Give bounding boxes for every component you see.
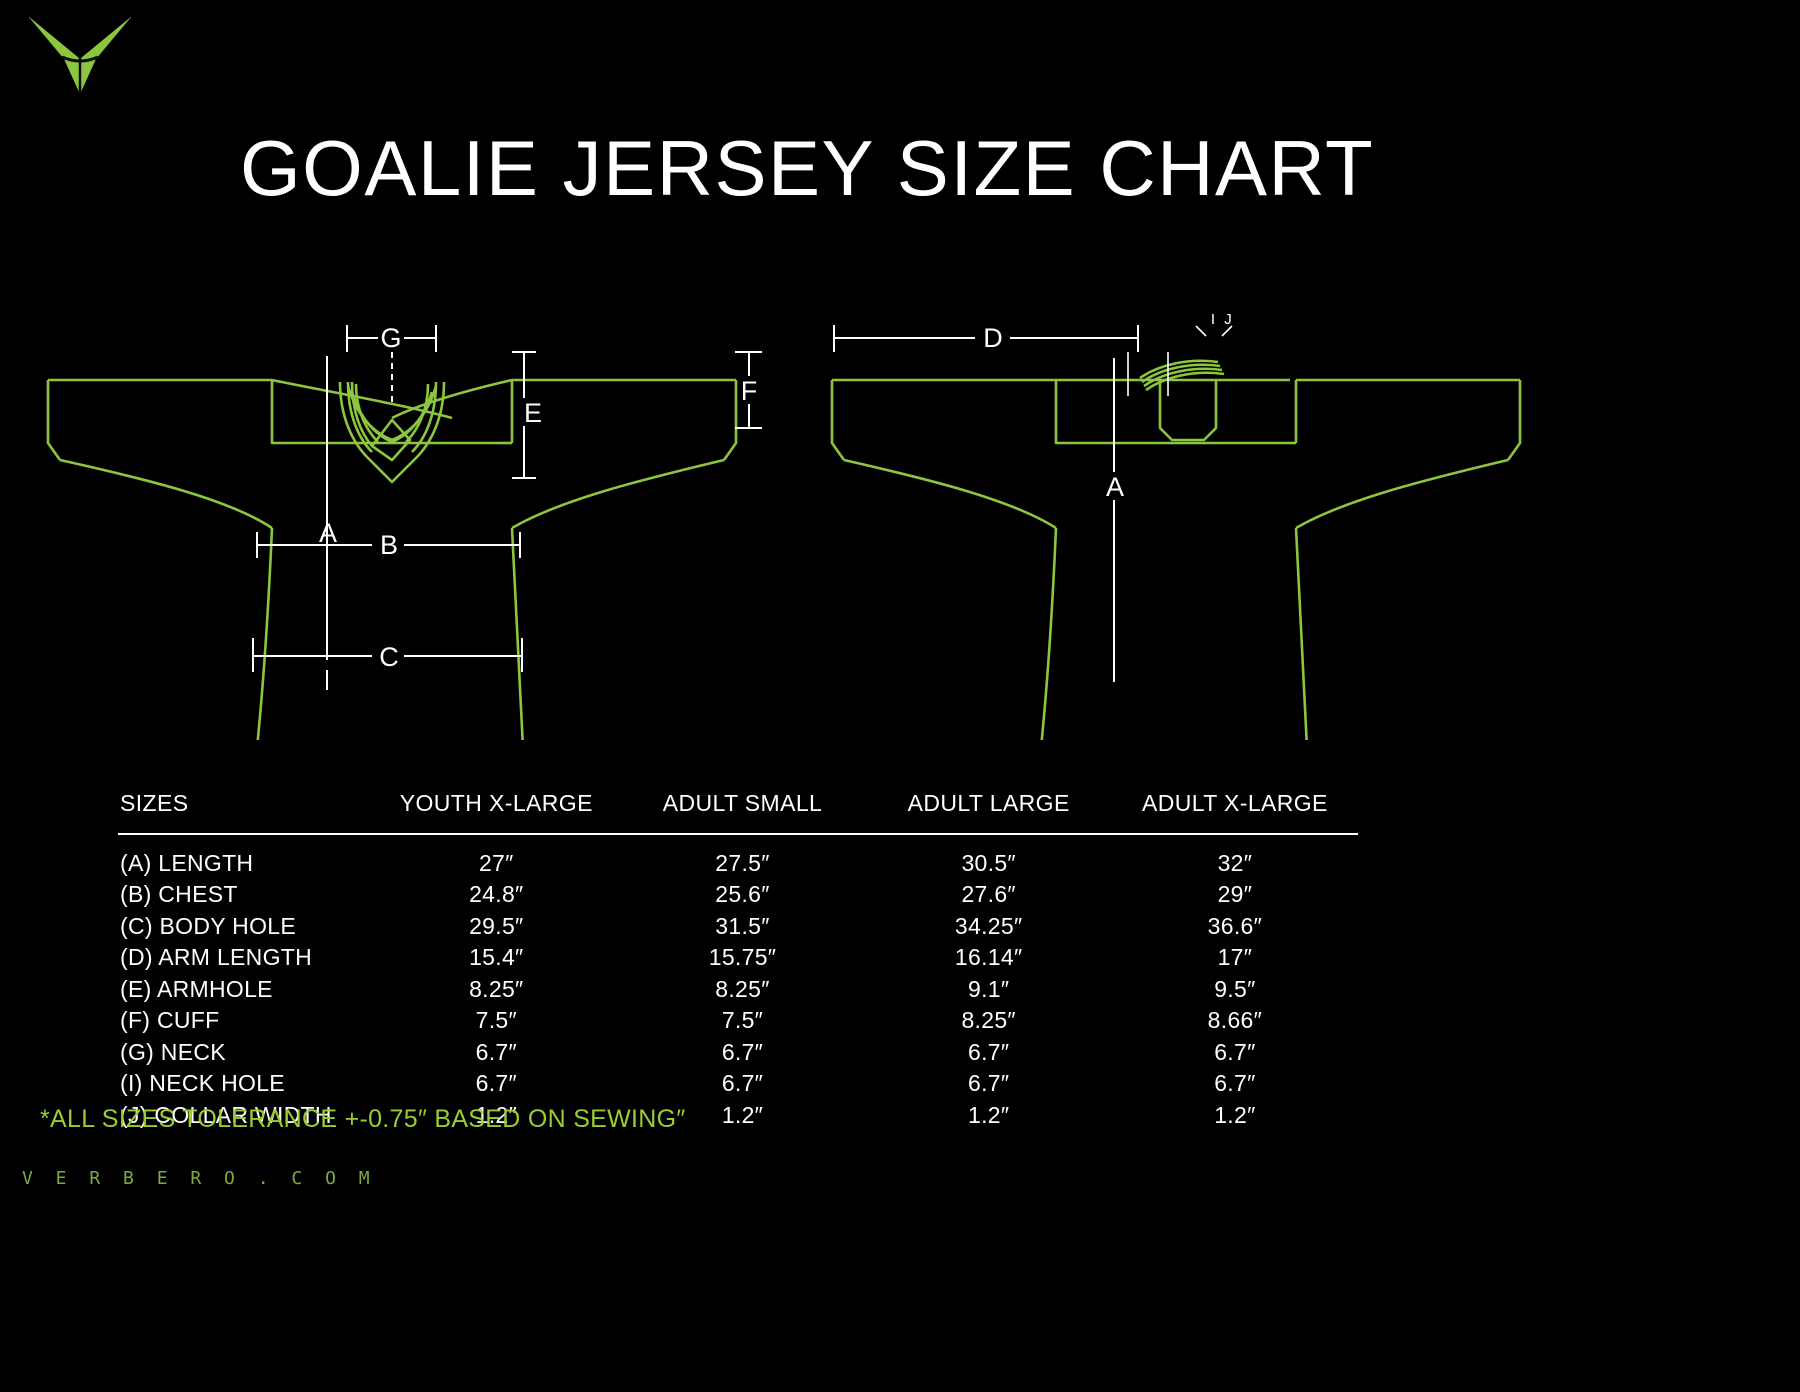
table-row: (G) NECK 6.7″ 6.7″ 6.7″ 6.7″: [118, 1037, 1358, 1068]
front-jersey-diagram: [46, 378, 738, 740]
row-label-collar-width: (J) COLLAR WIDTH: [120, 1101, 332, 1128]
cell-length-youth-x-large: 27″: [478, 850, 514, 876]
row-label-armhole: (E) ARMHOLE: [120, 975, 273, 1002]
cell-chest-adult-x-large: 29″: [1217, 881, 1253, 908]
column-header-sizes: SIZES: [120, 790, 189, 816]
dim-label-e: E: [524, 398, 542, 428]
cell-body-hole-adult-large: 34.25″: [954, 912, 1023, 939]
table-row: (B) CHEST 24.8″ 25.6″ 27.6″ 29″: [118, 879, 1358, 910]
dim-label-i: I: [1211, 311, 1215, 328]
cell-armhole-youth-x-large: 8.25″: [469, 975, 524, 1002]
cell-neck-adult-small: 6.7″: [721, 1038, 764, 1065]
cell-neck-hole-youth-x-large: 6.7″: [475, 1070, 517, 1097]
size-chart-table-container: SIZES YOUTH X-LARGE ADULT SMALL ADULT LA…: [118, 790, 1358, 1131]
cell-cuff-adult-x-large: 8.66″: [1207, 1007, 1263, 1034]
table-row: (I) NECK HOLE 6.7″ 6.7″ 6.7″ 6.7″: [118, 1068, 1358, 1099]
table-row: (E) ARMHOLE 8.25″ 8.25″ 9.1″ 9.5″: [118, 974, 1358, 1005]
cell-cuff-adult-large: 8.25″: [961, 1007, 1016, 1034]
cell-collar-width-adult-small: 1.2″: [721, 1101, 764, 1128]
tolerance-note: *ALL SIZES TOLERANCE +-0.75″ BASED ON SE…: [40, 1105, 686, 1133]
dim-label-a-back: A: [1106, 472, 1124, 502]
cell-chest-adult-large: 27.6″: [961, 881, 1016, 908]
table-row: (C) BODY HOLE 29.5″ 31.5″ 34.25″ 36.6″: [118, 911, 1358, 942]
column-header-adult-small: ADULT SMALL: [662, 790, 823, 816]
dim-label-j: J: [1224, 311, 1232, 328]
cell-neck-adult-x-large: 6.7″: [1214, 1038, 1256, 1065]
back-dimension-lines: [833, 325, 1233, 682]
dim-label-a-front: A: [319, 518, 337, 548]
cell-collar-width-adult-x-large: 1.2″: [1214, 1101, 1256, 1128]
row-label-cuff: (F) CUFF: [120, 1007, 220, 1034]
jersey-diagrams: G E F A B C: [0, 300, 1800, 740]
cell-body-hole-adult-small: 31.5″: [715, 912, 770, 939]
table-header: SIZES YOUTH X-LARGE ADULT SMALL ADULT LA…: [118, 790, 1358, 834]
cell-neck-adult-large: 6.7″: [968, 1038, 1010, 1065]
row-label-body-hole: (C) BODY HOLE: [120, 912, 297, 939]
cell-cuff-adult-small: 7.5″: [721, 1007, 764, 1034]
page-title: GOALIE JERSEY SIZE CHART: [240, 124, 1375, 212]
cell-collar-width-youth-x-large: 1.2″: [475, 1101, 517, 1128]
table-body: (A) LENGTH 27″ 27.5″ 30.5″ 32″ (B) CHEST…: [118, 834, 1358, 1131]
verbero-v-chevron-icon: [28, 16, 132, 94]
verbero-logo: [24, 6, 136, 98]
row-label-neck: (G) NECK: [120, 1038, 226, 1065]
dim-label-f: F: [741, 376, 758, 406]
cell-body-hole-youth-x-large: 29.5″: [469, 912, 524, 939]
cell-collar-width-adult-large: 1.2″: [968, 1101, 1010, 1128]
cell-length-adult-large: 30.5″: [961, 850, 1016, 876]
row-label-arm-length: (D) ARM LENGTH: [120, 944, 313, 971]
table-row: (A) LENGTH 27″ 27.5″ 30.5″ 32″: [118, 834, 1358, 879]
table-row: (F) CUFF 7.5″ 7.5″ 8.25″ 8.66″: [118, 1005, 1358, 1036]
cell-armhole-adult-small: 8.25″: [715, 975, 770, 1002]
cell-length-adult-x-large: 32″: [1217, 850, 1253, 876]
cell-body-hole-adult-x-large: 36.6″: [1207, 912, 1263, 939]
table-header-row: SIZES YOUTH X-LARGE ADULT SMALL ADULT LA…: [118, 790, 1358, 834]
column-header-adult-x-large: ADULT X-LARGE: [1141, 790, 1328, 816]
dim-label-g: G: [380, 323, 401, 353]
cell-arm-length-youth-x-large: 15.4″: [469, 944, 524, 971]
dim-label-b: B: [380, 530, 398, 560]
cell-length-adult-small: 27.5″: [715, 850, 770, 876]
verbero-wordmark: V E R B E R O . C O M: [22, 1168, 376, 1189]
cell-chest-adult-small: 25.6″: [715, 881, 770, 908]
row-label-length: (A) LENGTH: [120, 850, 254, 876]
cell-cuff-youth-x-large: 7.5″: [475, 1007, 517, 1034]
back-jersey-diagram: [830, 359, 1522, 740]
cell-arm-length-adult-large: 16.14″: [954, 944, 1023, 971]
row-label-chest: (B) CHEST: [120, 881, 238, 908]
column-header-adult-large: ADULT LARGE: [907, 790, 1070, 816]
column-header-youth-x-large: YOUTH X-LARGE: [399, 790, 593, 816]
cell-armhole-adult-x-large: 9.5″: [1214, 975, 1256, 1002]
table-row: (D) ARM LENGTH 15.4″ 15.75″ 16.14″ 17″: [118, 942, 1358, 973]
front-dimension-lines: [252, 325, 762, 690]
dim-label-c: C: [379, 642, 399, 672]
cell-armhole-adult-large: 9.1″: [968, 975, 1010, 1002]
cell-neck-hole-adult-small: 6.7″: [721, 1070, 764, 1097]
cell-arm-length-adult-x-large: 17″: [1217, 944, 1253, 971]
cell-arm-length-adult-small: 15.75″: [708, 944, 777, 971]
table-row: (J) COLLAR WIDTH 1.2″ 1.2″ 1.2″ 1.2″: [118, 1100, 1358, 1131]
size-chart-table: SIZES YOUTH X-LARGE ADULT SMALL ADULT LA…: [118, 790, 1358, 1131]
cell-chest-youth-x-large: 24.8″: [469, 881, 524, 908]
cell-neck-hole-adult-large: 6.7″: [968, 1070, 1010, 1097]
cell-neck-hole-adult-x-large: 6.7″: [1214, 1070, 1256, 1097]
cell-neck-youth-x-large: 6.7″: [475, 1038, 517, 1065]
dim-label-d: D: [983, 323, 1003, 353]
row-label-neck-hole: (I) NECK HOLE: [120, 1070, 285, 1097]
